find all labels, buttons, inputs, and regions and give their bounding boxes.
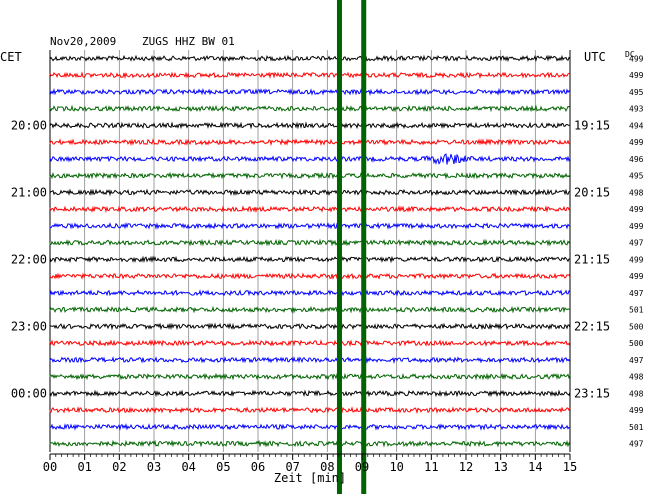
dc-value: 497 [629,239,644,248]
disturbance-bar [336,0,342,494]
trace [49,54,571,63]
trace [49,121,571,130]
x-tick-label: 06 [251,460,265,474]
trace [49,322,571,331]
x-tick-label: 03 [147,460,161,474]
left-time-label: 20:00 [11,118,47,132]
dc-value: 501 [629,306,644,315]
x-tick-label: 07 [285,460,299,474]
trace [49,188,571,197]
left-time-label: 23:00 [11,319,47,333]
dc-value: 499 [629,272,644,281]
right-time-label: 20:15 [574,185,610,199]
left-time-labels: 20:00 21:00 22:00 23:00 00:00 [11,118,47,400]
x-tick-label: 04 [181,460,195,474]
x-tick-label: 00 [43,460,57,474]
trace [49,439,571,448]
dc-value: 497 [629,440,644,449]
right-time-labels: 19:15 20:15 21:15 22:15 23:15 [574,118,610,400]
trace [49,153,571,165]
trace [49,71,571,80]
dc-value: 498 [629,373,644,382]
x-tick-label: 11 [424,460,438,474]
trace [49,205,571,214]
x-tick-label: 08 [320,460,334,474]
dc-value: 499 [629,138,644,147]
dc-value: 496 [629,155,644,164]
dc-value: 495 [629,88,644,97]
trace [49,272,571,280]
dc-value: 500 [629,339,644,348]
x-tick-label: 14 [528,460,542,474]
x-tick-label: 02 [112,460,126,474]
left-timezone-label: CET [0,50,22,64]
trace [49,104,571,113]
right-time-label: 23:15 [574,386,610,400]
right-time-label: 21:15 [574,252,610,266]
dc-value: 495 [629,172,644,181]
dc-value: 498 [629,389,644,398]
dc-value: 499 [629,54,644,63]
trace [49,238,571,247]
trace [49,422,571,431]
grid [49,50,571,452]
dc-value: 498 [629,188,644,197]
trace [49,87,571,96]
x-axis [49,453,571,460]
dc-label: DC [625,50,635,59]
dc-value: 499 [629,255,644,264]
x-tick-label: 01 [77,460,91,474]
x-tick-label: 10 [389,460,403,474]
x-axis-label: Zeit [min] [274,471,346,485]
trace [49,222,571,230]
disturbance-bars [336,0,367,494]
dc-value: 499 [629,205,644,214]
disturbance-bar [361,0,367,494]
chart-station: ZUGS HHZ BW 01 [142,35,235,48]
left-time-label: 21:00 [11,185,47,199]
trace [49,305,571,314]
right-time-label: 19:15 [574,118,610,132]
chart-date: Nov20,2009 [50,35,116,48]
right-timezone-label: UTC [584,50,606,64]
x-tick-label: 12 [459,460,473,474]
dc-value: 493 [629,105,644,114]
dc-value: 497 [629,356,644,365]
traces [49,54,571,448]
left-time-label: 22:00 [11,252,47,266]
trace [49,138,571,147]
x-tick-label: 15 [563,460,577,474]
trace [49,171,571,180]
trace [49,355,571,365]
trace [49,288,571,297]
x-tick-label: 05 [216,460,230,474]
dc-value: 497 [629,289,644,298]
trace [49,339,571,348]
dc-value: 499 [629,222,644,231]
dc-value: 499 [629,406,644,415]
trace [49,406,571,415]
right-time-label: 22:15 [574,319,610,333]
trace [49,389,571,398]
dc-value: 494 [629,121,644,130]
dc-value: 500 [629,322,644,331]
x-tick-label: 09 [355,460,369,474]
trace [49,255,571,264]
dc-value: 499 [629,71,644,80]
left-time-label: 00:00 [11,386,47,400]
x-tick-label: 13 [493,460,507,474]
trace [49,372,571,381]
x-tick-labels: 00 01 02 03 04 05 06 07 08 09 10 11 12 13 14 15 [43,460,577,474]
dc-values: 499 499 495 493 494 499 496 495 498 499 499 497 499 4… [629,54,644,448]
dc-value: 501 [629,423,644,432]
